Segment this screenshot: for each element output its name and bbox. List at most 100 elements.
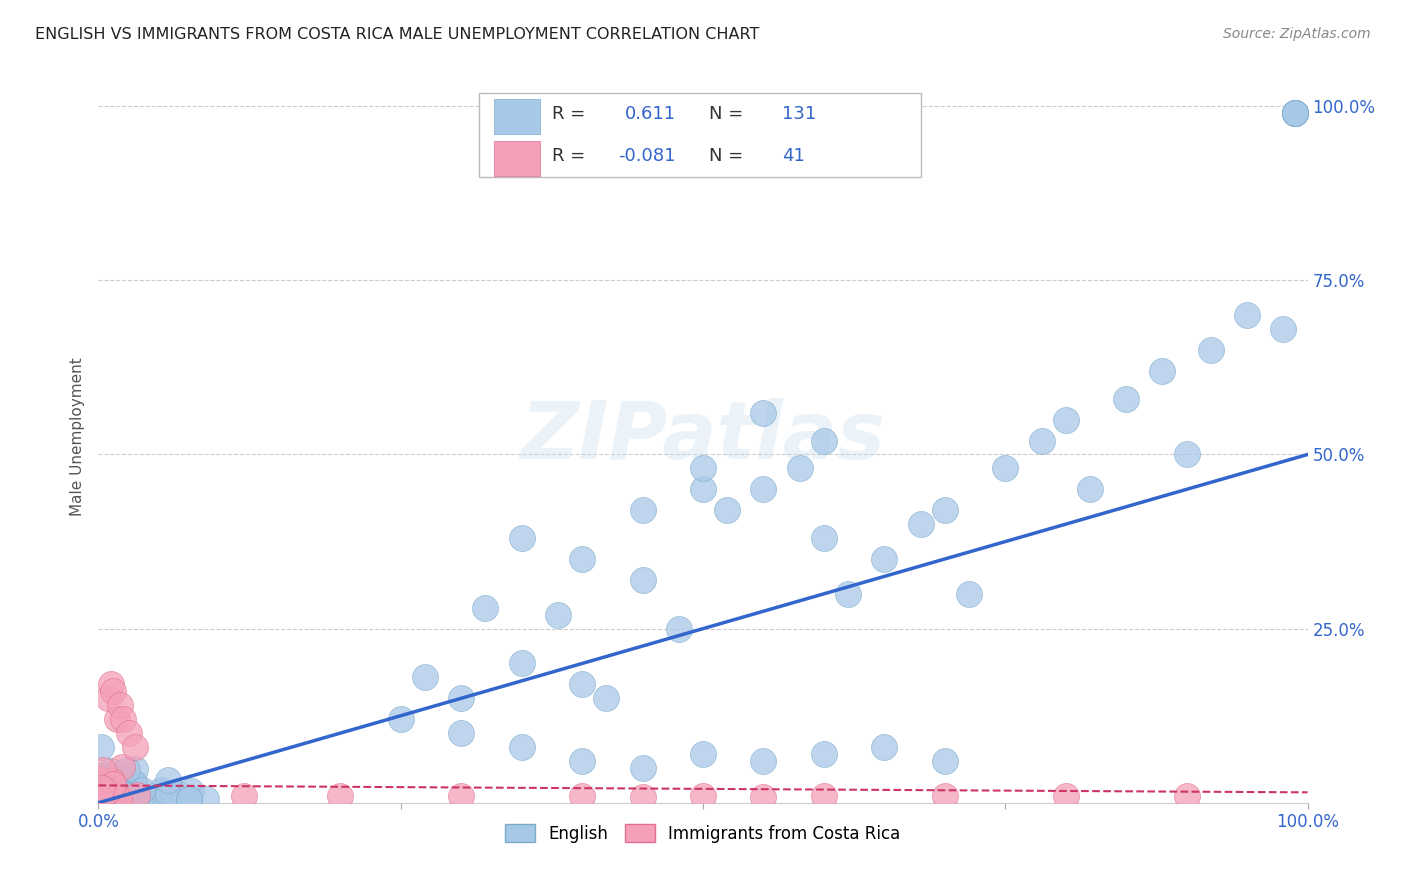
Point [101,789,124,803]
Point [692,789,714,803]
Point [97,792,120,806]
Point [94,785,117,799]
Point [389,712,412,726]
Point [1284,106,1306,120]
Point [329,789,352,803]
Point [107,792,129,806]
Point [1152,364,1174,378]
Text: R =: R = [551,105,591,123]
Point [97,783,120,797]
Point [1284,106,1306,120]
Point [90,792,112,806]
Point [141,792,163,806]
Point [1284,106,1306,120]
Point [118,726,141,740]
Point [571,677,593,691]
Point [692,747,714,761]
FancyBboxPatch shape [494,141,540,177]
Point [177,792,200,806]
Point [1272,322,1295,336]
Point [957,587,980,601]
Point [90,769,112,783]
Point [631,503,654,517]
Point [111,787,134,801]
Point [631,761,654,775]
Point [510,531,533,545]
Point [1031,434,1053,448]
Text: R =: R = [551,147,591,165]
Point [90,740,112,755]
Point [124,740,146,755]
Text: -0.081: -0.081 [619,147,676,165]
Point [105,792,128,806]
Point [94,792,117,806]
Point [91,787,114,801]
Point [450,789,472,803]
Point [90,787,112,801]
Point [752,790,775,805]
Point [112,787,135,801]
Point [103,785,125,799]
Point [110,786,132,800]
Point [934,789,956,803]
Point [89,792,111,806]
Point [813,789,835,803]
Point [631,573,654,587]
Point [547,607,569,622]
Point [90,791,112,805]
Point [752,754,775,768]
Point [692,461,714,475]
Point [692,483,714,497]
Point [112,787,135,801]
Point [93,792,115,806]
Point [150,782,173,797]
Point [124,762,146,776]
Point [716,503,738,517]
Point [595,691,617,706]
FancyBboxPatch shape [494,99,540,135]
Text: N =: N = [709,147,749,165]
Point [125,792,148,806]
Point [180,784,202,798]
Point [571,754,593,768]
Point [510,657,533,671]
Point [1284,106,1306,120]
Point [93,787,115,801]
Point [97,779,120,793]
Point [89,776,111,790]
FancyBboxPatch shape [479,94,921,178]
Point [97,784,120,798]
Point [668,622,690,636]
Text: ZIPatlas: ZIPatlas [520,398,886,476]
Point [752,483,775,497]
Point [873,552,896,566]
Point [101,773,124,788]
Y-axis label: Male Unemployment: Male Unemployment [69,358,84,516]
Point [108,698,131,713]
Point [91,763,114,777]
Point [91,781,114,796]
Point [232,789,254,803]
Point [450,691,472,706]
Point [1284,106,1306,120]
Point [124,776,146,790]
Point [114,790,136,805]
Point [96,779,118,793]
Point [474,600,496,615]
Point [110,792,132,806]
Point [752,406,775,420]
Point [101,789,124,804]
Point [90,792,112,806]
Point [112,789,135,804]
Point [1054,789,1077,803]
Point [101,783,124,797]
Point [994,461,1017,475]
Point [873,740,896,755]
Point [103,781,125,796]
Point [97,792,120,806]
Point [107,783,129,797]
Point [105,712,128,726]
Point [195,792,218,806]
Point [90,774,112,789]
Point [89,785,111,799]
